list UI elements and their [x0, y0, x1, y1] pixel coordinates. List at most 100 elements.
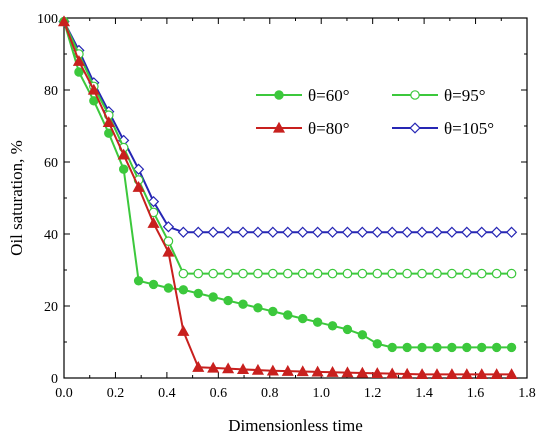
data-point — [283, 310, 293, 320]
legend-marker — [410, 90, 420, 100]
data-point — [401, 226, 413, 238]
data-point — [223, 268, 233, 279]
x-tick-label: 0.0 — [55, 386, 73, 401]
legend: θ=60° θ=95° θ=80° θ=105° — [256, 86, 494, 138]
data-point — [177, 226, 189, 238]
data-point — [387, 268, 398, 279]
data-point — [386, 226, 398, 238]
data-point — [342, 268, 353, 279]
data-point — [223, 295, 233, 306]
data-point — [491, 342, 502, 353]
x-tick-label: 1.8 — [518, 386, 536, 401]
data-point — [326, 366, 339, 377]
data-point — [282, 226, 294, 238]
data-point — [476, 268, 487, 279]
data-point — [371, 367, 384, 378]
data-point — [281, 364, 294, 376]
legend-marker — [409, 122, 421, 134]
data-point — [177, 324, 190, 336]
legend-label: θ=105° — [444, 119, 494, 138]
data-point — [72, 54, 85, 66]
data-point — [148, 279, 159, 290]
data-point — [297, 226, 309, 238]
data-point — [461, 226, 473, 238]
data-point — [311, 365, 324, 377]
data-point — [402, 268, 412, 279]
data-point — [192, 360, 205, 372]
x-tick-label: 1.2 — [364, 386, 382, 401]
data-point — [447, 342, 457, 353]
data-point — [356, 226, 369, 238]
data-point — [238, 299, 248, 309]
data-point — [296, 365, 309, 377]
x-tick-label: 0.2 — [107, 386, 125, 401]
data-point — [132, 163, 145, 175]
legend-item: θ=95° — [392, 86, 486, 105]
data-point — [417, 342, 427, 353]
data-point — [446, 226, 458, 238]
data-point — [387, 342, 397, 353]
data-point — [282, 268, 293, 279]
y-tick-label: 60 — [44, 156, 58, 171]
data-point — [327, 321, 338, 331]
data-point — [312, 317, 323, 327]
data-point — [238, 268, 248, 279]
data-point — [506, 268, 517, 279]
data-point — [251, 363, 264, 375]
data-point — [207, 361, 220, 373]
data-point — [326, 226, 339, 238]
series-layer — [57, 15, 518, 380]
data-point — [87, 83, 100, 95]
legend-label: θ=95° — [444, 86, 486, 105]
data-point — [445, 368, 458, 380]
data-point — [132, 180, 145, 192]
x-tick-label: 1.0 — [312, 386, 330, 401]
x-tick-label: 0.6 — [210, 386, 228, 401]
data-point — [162, 221, 175, 233]
plot-frame — [63, 17, 528, 379]
data-point — [268, 268, 278, 279]
axes: 0.0 0.2 0.4 0.6 0.8 1.0 1.2 1.4 1.6 1.8 0 20 40 60 80 1… — [37, 12, 536, 401]
series-group — [59, 16, 517, 279]
data-point — [133, 276, 144, 286]
data-point — [505, 226, 518, 238]
data-point — [430, 368, 444, 380]
data-point — [208, 268, 218, 279]
data-point — [327, 268, 338, 279]
legend-item: θ=80° — [256, 119, 350, 138]
y-axis-title: Oil saturation, % — [7, 140, 26, 256]
legend-item: θ=105° — [392, 119, 494, 138]
x-tick-label: 0.8 — [261, 386, 279, 401]
data-point — [431, 226, 443, 238]
data-point — [57, 15, 71, 27]
y-tick-label: 80 — [44, 84, 58, 99]
data-point — [477, 342, 487, 353]
x-axis-title: Dimensionless time — [228, 416, 363, 435]
data-point — [222, 362, 235, 374]
data-point — [357, 268, 368, 279]
data-point — [193, 268, 204, 279]
data-point — [490, 226, 503, 238]
data-point — [297, 268, 308, 279]
data-point — [118, 164, 129, 174]
data-point — [372, 339, 382, 349]
data-point — [491, 268, 502, 279]
data-point — [447, 268, 457, 279]
data-point — [371, 226, 383, 238]
legend-label: θ=80° — [308, 119, 350, 138]
data-point — [162, 245, 175, 257]
data-point — [311, 226, 324, 238]
data-point — [401, 367, 414, 379]
y-tick-label: 40 — [44, 228, 58, 243]
data-point — [416, 368, 429, 380]
data-point — [208, 292, 218, 302]
data-point — [357, 330, 368, 340]
series-line — [63, 21, 512, 349]
y-tick-label: 0 — [51, 372, 58, 387]
data-point — [312, 268, 323, 279]
data-point — [268, 306, 278, 317]
data-point — [253, 303, 263, 313]
data-point — [462, 268, 472, 279]
data-point — [416, 226, 428, 238]
